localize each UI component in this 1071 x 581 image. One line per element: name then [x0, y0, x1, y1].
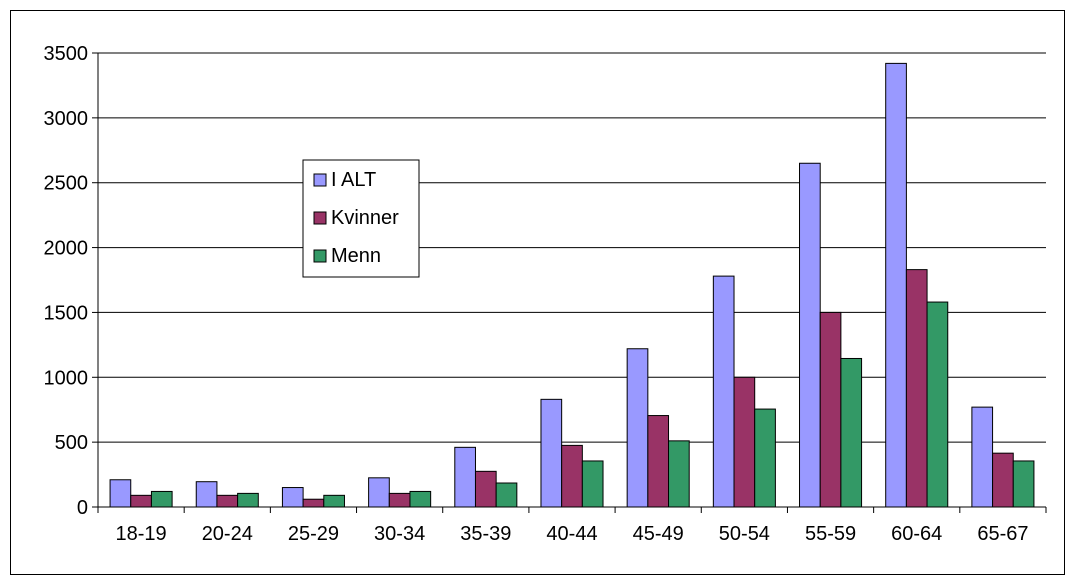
y-tick-label: 1000 — [44, 367, 89, 389]
bar-menn-45-49 — [668, 440, 690, 508]
x-tick-label: 35-39 — [460, 523, 511, 545]
bar-i-alt-18-19 — [109, 479, 132, 508]
bar-kvinner-40-44 — [561, 444, 583, 508]
bar-i-alt-45-49 — [626, 348, 649, 508]
x-tick-label: 55-59 — [805, 523, 856, 545]
y-tick-label: 3000 — [44, 108, 89, 130]
chart-frame: 0 500 1000 1500 2000 2500 3000 3500 18-19 20-24 25… — [10, 10, 1065, 575]
bar-menn-50-54 — [754, 408, 776, 508]
bar-i-alt-30-34 — [368, 477, 390, 508]
legend-swatch — [313, 173, 327, 187]
bar-menn-35-39 — [495, 482, 518, 508]
x-tick-label: 45-49 — [633, 523, 684, 545]
x-tick-label: 40-44 — [546, 523, 597, 545]
bar-i-alt-50-54 — [712, 275, 735, 508]
bar-menn-40-44 — [581, 460, 604, 508]
y-tick-label: 3500 — [44, 43, 89, 65]
x-tick-label: 30-34 — [374, 523, 425, 545]
bar-i-alt-20-24 — [195, 481, 218, 508]
bar-menn-30-34 — [409, 490, 432, 508]
bar-kvinner-35-39 — [474, 470, 497, 508]
y-tick-label: 0 — [77, 497, 88, 519]
bar-i-alt-35-39 — [454, 446, 476, 508]
bar-menn-60-64 — [926, 301, 949, 508]
bar-kvinner-50-54 — [733, 376, 756, 508]
bar-kvinner-60-64 — [905, 269, 928, 508]
bar-kvinner-20-24 — [216, 494, 239, 508]
bar-i-alt-60-64 — [885, 62, 907, 508]
y-tick-label: 1500 — [44, 302, 89, 324]
x-tick-label: 25-29 — [288, 523, 339, 545]
x-tick-label: 18-19 — [116, 523, 167, 545]
bar-i-alt-40-44 — [540, 398, 563, 508]
bar-chart: 0 500 1000 1500 2000 2500 3000 3500 18-19 20-24 25… — [10, 10, 1065, 575]
bar-menn-25-29 — [323, 494, 345, 508]
x-tick-label: 65-67 — [977, 523, 1028, 545]
bar-i-alt-55-59 — [799, 162, 821, 508]
bar-kvinner-65-67 — [992, 452, 1014, 508]
bar-kvinner-18-19 — [130, 494, 152, 508]
bars — [109, 62, 1035, 508]
x-tick-label: 60-64 — [891, 523, 942, 545]
bar-kvinner-45-49 — [647, 415, 670, 508]
legend: I ALT Kvinner Menn — [302, 159, 420, 278]
bar-i-alt-65-67 — [971, 406, 994, 508]
y-tick-label: 2500 — [44, 173, 89, 195]
bar-i-alt-25-29 — [281, 487, 304, 508]
legend-swatch — [313, 211, 327, 225]
x-tick-label: 20-24 — [202, 523, 253, 545]
bar-kvinner-55-59 — [819, 311, 842, 508]
legend-label: Kvinner — [331, 207, 399, 229]
bar-menn-18-19 — [150, 490, 173, 508]
y-tick-label: 500 — [55, 432, 88, 454]
bar-menn-65-67 — [1012, 460, 1035, 508]
axes: 0 500 1000 1500 2000 2500 3000 3500 18-19 20-24 25… — [44, 43, 1047, 545]
bar-kvinner-25-29 — [302, 498, 325, 508]
x-tick-label: 50-54 — [719, 523, 770, 545]
y-tick-label: 2000 — [44, 238, 89, 260]
bar-menn-20-24 — [237, 492, 259, 508]
bar-kvinner-30-34 — [388, 492, 411, 508]
bar-menn-55-59 — [840, 357, 863, 508]
legend-label: Menn — [331, 245, 381, 267]
legend-swatch — [313, 249, 327, 263]
legend-label: I ALT — [331, 169, 376, 191]
